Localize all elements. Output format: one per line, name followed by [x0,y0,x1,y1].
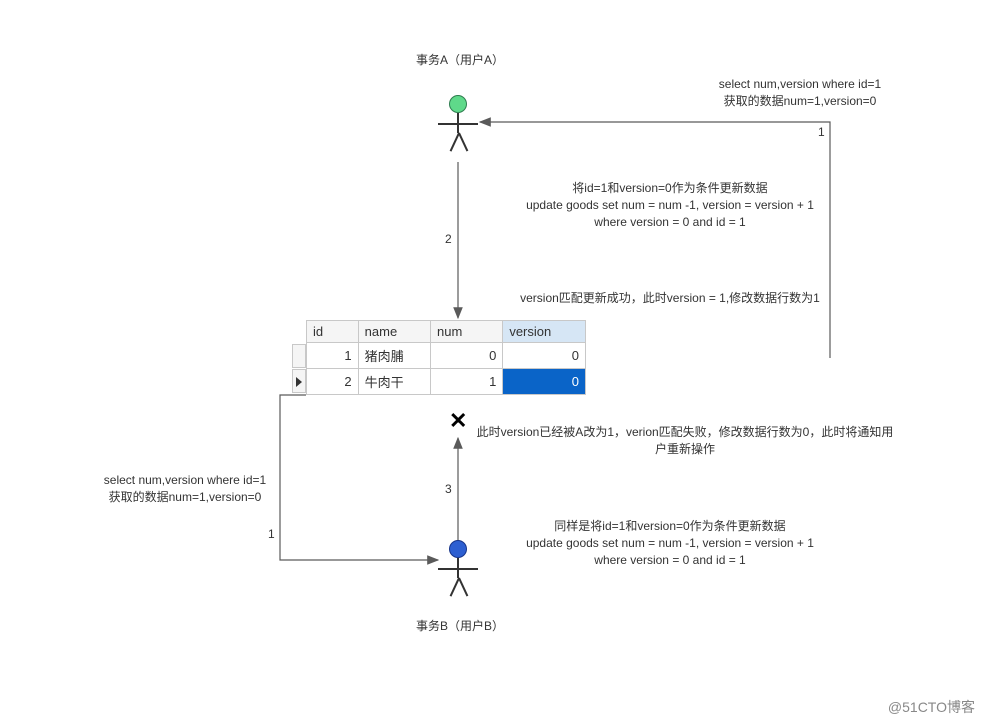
cell-num: 0 [430,343,502,369]
actor-a-head-icon [449,95,467,113]
edge3-line2: update goods set num = num -1, version =… [470,535,870,552]
cross-icon: ✕ [449,408,467,434]
edgeB1-num: 1 [268,527,275,541]
actor-b-title: 事务B（用户B） [380,618,540,635]
actor-a-title: 事务A（用户A） [380,52,540,69]
cell-name: 猪肉脯 [358,343,430,369]
actor-a-figure [438,95,478,151]
edge2-result: version匹配更新成功，此时version = 1,修改数据行数为1 [470,290,870,307]
row-handle-active [292,369,306,393]
edge3-line3: where version = 0 and id = 1 [470,552,870,569]
cell-version: 0 [503,343,586,369]
edge3-result: 此时version已经被A改为1，verion匹配失败，修改数据行数为0，此时将… [475,424,895,458]
edgeB1-text: select num,version where id=1 获取的数据num=1… [70,472,300,506]
table-header-row: id name num version [307,321,586,343]
edge2-line1: 将id=1和version=0作为条件更新数据 [470,180,870,197]
data-table: id name num version 1 猪肉脯 0 0 2 牛肉干 1 0 [306,320,586,395]
cell-num: 1 [430,369,502,395]
edge3-text: 同样是将id=1和version=0作为条件更新数据 update goods … [470,518,870,568]
edge1-line1: select num,version where id=1 [660,76,940,93]
watermark: @51CTO博客 [888,697,975,717]
edge1-line2: 获取的数据num=1,version=0 [660,93,940,110]
table-row: 2 牛肉干 1 0 [307,369,586,395]
row-handle [292,344,306,368]
edge1-num: 1 [818,125,825,139]
table-row: 1 猪肉脯 0 0 [307,343,586,369]
edge2-line3: where version = 0 and id = 1 [470,214,870,231]
cell-version-selected: 0 [503,369,586,395]
edge1-text: select num,version where id=1 获取的数据num=1… [660,76,940,110]
col-id: id [307,321,359,343]
cell-name: 牛肉干 [358,369,430,395]
cell-id: 2 [307,369,359,395]
edge2-line2: update goods set num = num -1, version =… [470,197,870,214]
edgeB1-line2: 获取的数据num=1,version=0 [70,489,300,506]
edge2-text: 将id=1和version=0作为条件更新数据 update goods set… [470,180,870,230]
edgeB1-line1: select num,version where id=1 [70,472,300,489]
actor-b-head-icon [449,540,467,558]
col-num: num [430,321,502,343]
cell-id: 1 [307,343,359,369]
edge3-line1: 同样是将id=1和version=0作为条件更新数据 [470,518,870,535]
edge2-num: 2 [445,232,452,246]
edge3-num: 3 [445,482,452,496]
actor-b-figure [438,540,478,596]
col-name: name [358,321,430,343]
col-version: version [503,321,586,343]
